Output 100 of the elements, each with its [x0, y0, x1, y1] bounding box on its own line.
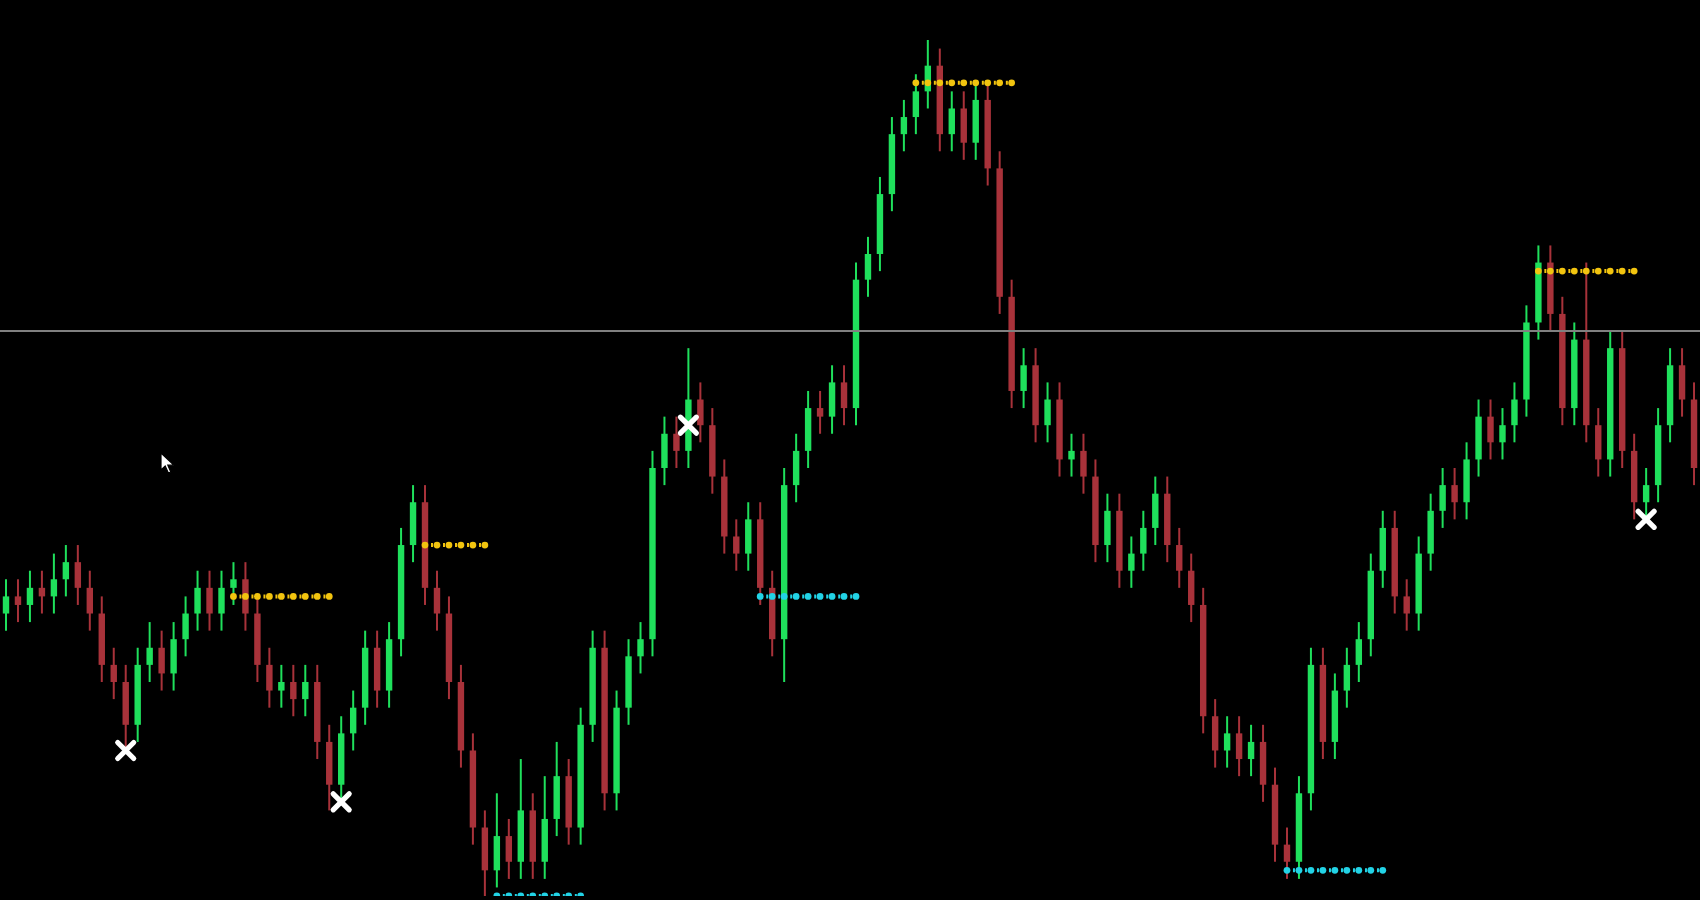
candlestick [505, 817, 513, 880]
candlestick [637, 621, 644, 675]
candlestick [170, 621, 177, 692]
point [330, 791, 352, 813]
candlestick [1511, 381, 1518, 444]
point [253, 593, 261, 600]
point [433, 541, 441, 549]
point [1606, 267, 1614, 275]
candlestick [158, 629, 165, 692]
candlestick [673, 415, 680, 469]
point [1582, 267, 1590, 275]
point [1355, 866, 1363, 874]
candlestick [1427, 492, 1434, 572]
point [242, 593, 249, 600]
candlestick [218, 569, 225, 632]
candlestick [1595, 407, 1602, 478]
candlestick [1439, 467, 1446, 529]
candlestick [960, 90, 967, 161]
point [469, 541, 477, 549]
candlestick [194, 569, 201, 632]
candlestick [1451, 467, 1458, 521]
point [1570, 267, 1578, 275]
candlestick [146, 621, 153, 683]
candlestick [1499, 407, 1506, 461]
point [1379, 866, 1387, 874]
point [1319, 866, 1327, 874]
point [1008, 79, 1016, 87]
candlestick [86, 569, 93, 632]
point [421, 541, 429, 549]
candlestick [110, 646, 117, 701]
candlestick [122, 663, 129, 752]
candlestick [553, 740, 560, 838]
candlestick [302, 663, 309, 718]
point [1295, 866, 1303, 874]
candlestick [349, 689, 357, 752]
point [1367, 866, 1375, 874]
point [1343, 866, 1351, 874]
point [1546, 267, 1554, 275]
point [768, 593, 776, 600]
candlestick [1044, 381, 1051, 444]
point [804, 593, 812, 600]
point [1630, 267, 1638, 275]
candlestick [1020, 347, 1027, 410]
candlestick [1678, 347, 1686, 418]
point [277, 593, 285, 600]
candlestick [1068, 432, 1075, 478]
candlestick [1080, 432, 1087, 495]
point [1307, 866, 1315, 874]
point [840, 593, 848, 600]
candlestick [1211, 698, 1219, 769]
candlestick [792, 432, 800, 504]
candlestick [1188, 552, 1195, 624]
candlestick [1128, 535, 1135, 589]
point [1618, 267, 1626, 275]
point [481, 541, 489, 549]
candlestick [948, 90, 955, 153]
candlestick [733, 518, 740, 572]
candlestick [1343, 646, 1351, 709]
candlestick [1104, 492, 1111, 564]
candlestick [1463, 441, 1470, 521]
candlestick [1235, 715, 1243, 778]
candlestick [1259, 723, 1267, 803]
point [313, 593, 321, 600]
point [230, 593, 237, 600]
candlestick [326, 723, 333, 812]
candlestick [433, 569, 441, 632]
point [1558, 267, 1566, 275]
candlestick [1379, 509, 1386, 589]
candlestick [409, 484, 417, 564]
point [756, 593, 764, 600]
candlestick [1403, 578, 1410, 632]
point [780, 593, 788, 600]
point [115, 739, 137, 762]
candlestick [14, 578, 22, 624]
point [289, 593, 297, 600]
candlestick [697, 381, 704, 444]
candlestick [828, 364, 836, 435]
point [972, 79, 980, 87]
candlestick [1223, 715, 1231, 769]
point [792, 593, 800, 600]
candlestick [804, 389, 812, 469]
candlestick [493, 792, 501, 889]
candlestick [1355, 621, 1363, 683]
point [445, 541, 453, 549]
candlestick [816, 389, 824, 435]
candlestick [1176, 526, 1183, 589]
candlestick [864, 235, 872, 298]
point [984, 79, 992, 87]
candlestick [182, 595, 189, 658]
candlestick [50, 552, 58, 615]
point [1331, 866, 1339, 874]
point [265, 593, 273, 600]
candlestick [290, 663, 297, 718]
candlestick [1642, 467, 1650, 521]
point [677, 414, 699, 436]
point [457, 541, 465, 549]
candlestick [541, 775, 548, 880]
candlestick [1140, 509, 1147, 572]
candlestick [26, 569, 34, 624]
point [1534, 267, 1542, 275]
